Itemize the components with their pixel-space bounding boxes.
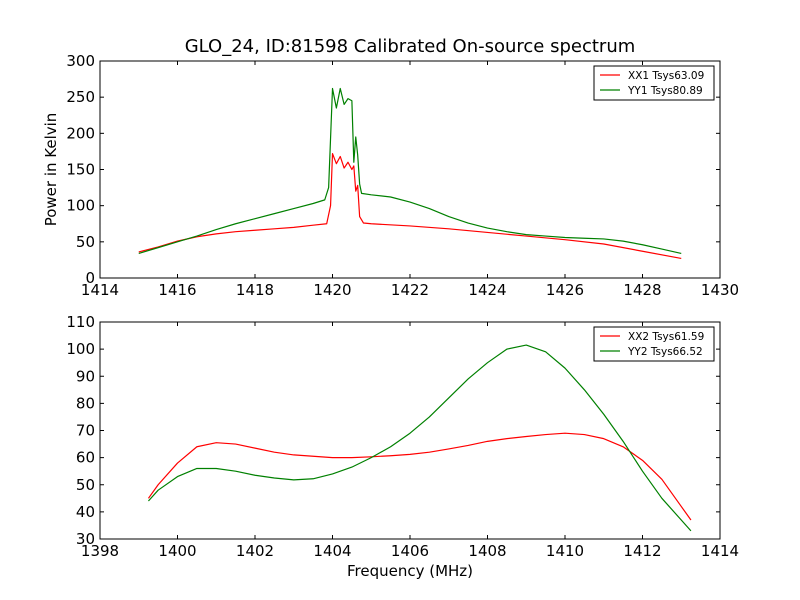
x-tick-label: 1404 — [313, 542, 351, 560]
y-tick-label: 70 — [76, 422, 95, 440]
bottom-spectrum-panel: 1398 1400 1402 1404 1406 1408 1410 1412 1414 30 40… — [66, 313, 739, 580]
y-tick-label: 250 — [66, 88, 95, 106]
y-tick-label: 300 — [66, 52, 95, 70]
legend: XX2 Tsys61.59 YY2 Tsys66.52 — [593, 326, 715, 362]
y-tick-label: 110 — [66, 313, 95, 331]
legend-box — [593, 65, 715, 101]
y-tick-label: 0 — [85, 269, 95, 287]
x-tick-label: 1418 — [236, 281, 274, 299]
y-tick-label: 50 — [76, 476, 95, 494]
y-tick-label: 50 — [76, 233, 95, 251]
y-tick-label: 200 — [66, 124, 95, 142]
y-tick-label: 40 — [76, 503, 95, 521]
y-tick-label: 100 — [66, 340, 95, 358]
x-tick-label: 1420 — [313, 281, 351, 299]
y-tick-label: 90 — [76, 367, 95, 385]
legend-entry: XX1 Tsys63.09 — [628, 70, 704, 82]
y-tick-label: 30 — [76, 530, 95, 548]
x-tick-label: 1400 — [158, 542, 196, 560]
legend-box — [593, 326, 715, 362]
x-tick-label: 1430 — [701, 281, 739, 299]
x-tick-label: 1414 — [701, 542, 739, 560]
y-tick-label: 60 — [76, 449, 95, 467]
series-line-xx — [138, 152, 682, 260]
legend-entry: YY1 Tsys80.89 — [627, 85, 703, 97]
x-tick-label: 1412 — [623, 542, 661, 560]
x-tick-label: 1414 — [81, 281, 119, 299]
x-tick-label: 1428 — [623, 281, 661, 299]
x-tick-label: 1416 — [158, 281, 196, 299]
x-tick-label: 1402 — [236, 542, 274, 560]
y-axis-label: Power in Kelvin — [42, 113, 60, 227]
y-tick-label: 80 — [76, 394, 95, 412]
x-tick-label: 1410 — [546, 542, 584, 560]
series-line-yy — [138, 87, 682, 254]
x-tick-label: 1408 — [468, 542, 506, 560]
x-axis-label: Frequency (MHz) — [347, 562, 473, 580]
legend-entry: XX2 Tsys61.59 — [628, 331, 704, 343]
series-line-yy — [147, 344, 692, 532]
x-tick-label: 1422 — [391, 281, 429, 299]
y-tick-label: 150 — [66, 161, 95, 179]
x-tick-label: 1424 — [468, 281, 506, 299]
x-tick-label: 1398 — [81, 542, 119, 560]
x-tick-label: 1426 — [546, 281, 584, 299]
legend: XX1 Tsys63.09 YY1 Tsys80.89 — [593, 65, 715, 101]
series-line-xx — [147, 432, 692, 521]
legend-entry: YY2 Tsys66.52 — [627, 346, 703, 358]
top-spectrum-panel: 1414 1416 1418 1420 1422 1424 1426 1428 1430 0 50 1… — [42, 52, 739, 299]
x-tick-label: 1406 — [391, 542, 429, 560]
chart-title: GLO_24, ID:81598 Calibrated On-source sp… — [185, 36, 636, 57]
y-tick-label: 100 — [66, 197, 95, 215]
